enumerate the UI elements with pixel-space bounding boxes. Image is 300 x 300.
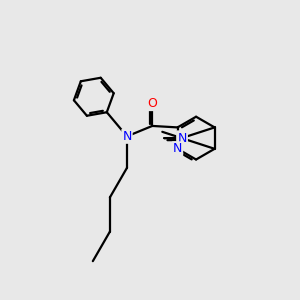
Text: N: N bbox=[177, 132, 187, 145]
Text: N: N bbox=[122, 130, 132, 143]
Text: N: N bbox=[177, 131, 187, 145]
Text: O: O bbox=[147, 97, 157, 110]
Text: N: N bbox=[173, 142, 182, 155]
